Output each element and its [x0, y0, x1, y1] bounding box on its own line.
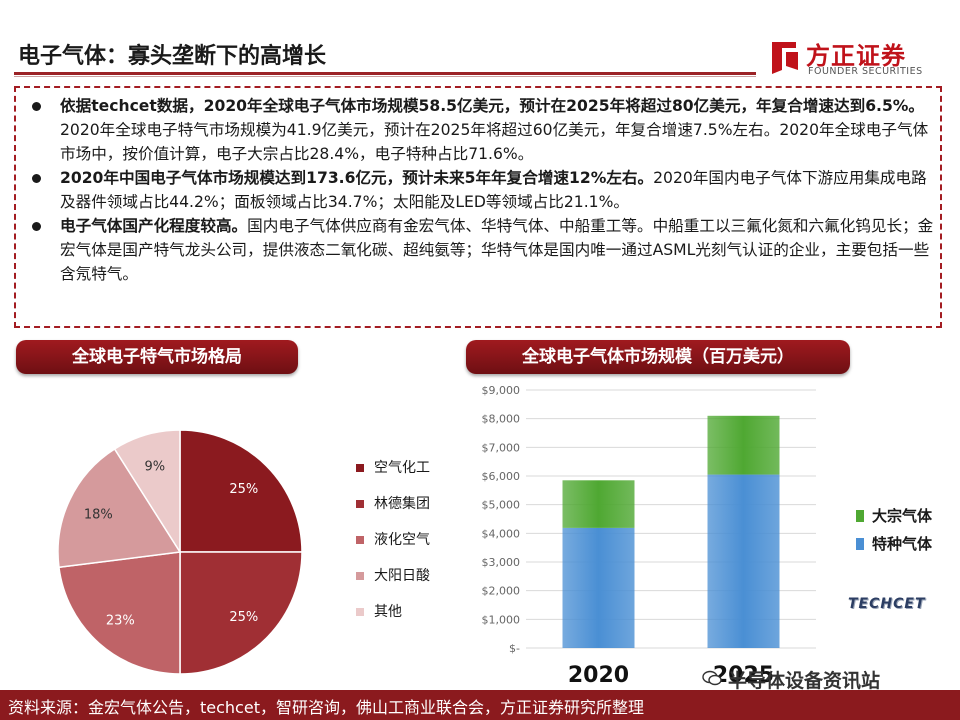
- y-tick-label: $3,000: [482, 556, 521, 569]
- pie-panel-title: 全球电子特气市场格局: [16, 340, 298, 374]
- pie-legend-item: 其他: [356, 602, 430, 638]
- bar-2020-series-2: [562, 480, 635, 528]
- pie-legend-swatch: [356, 608, 364, 616]
- pie-legend-item: 林德集团: [356, 494, 430, 530]
- y-tick-label: $9,000: [482, 384, 521, 397]
- title-divider-shadow: [14, 76, 756, 77]
- pie-legend-label: 林德集团: [374, 496, 430, 512]
- pie-slice-label: 25%: [229, 610, 258, 625]
- pie-legend-label: 大阳日酸: [374, 568, 430, 584]
- pie-legend-item: 液化空气: [356, 530, 430, 566]
- bar-chart: $- $1,000 $2,000 $3,000 $4,000 $5,000 $6,000 $7…: [482, 384, 816, 688]
- bar-panel-title: 全球电子气体市场规模（百万美元）: [466, 340, 850, 374]
- techcet-logo: TECHCET: [848, 596, 926, 612]
- bullet-bold-text: 2020年中国电子气体市场规模达到173.6亿元，预计未来5年年复合增速12%左…: [60, 169, 654, 187]
- pie-legend-swatch: [356, 500, 364, 508]
- bullet-text: 国内电子气体供应商有金宏气体、华特气体、中船重工等。中船重工以三氟化氮和六氟化钨…: [60, 217, 934, 283]
- pie-slice-label: 9%: [145, 459, 166, 474]
- pie-slice-3: [58, 551, 181, 675]
- y-tick-label: $6,000: [482, 470, 521, 483]
- pie-legend-label: 其他: [374, 604, 402, 620]
- pie-slice-2: [179, 551, 303, 675]
- bullet-text: 2020年全球电子特气市场规模为41.9亿美元，预计在2025年将超过60亿美元…: [60, 121, 929, 163]
- bar-legend-label: 大宗气体: [872, 507, 933, 525]
- logo-name-cn: 方正证券: [806, 42, 906, 70]
- bullet-bold-text: 电子气体国产化程度较高。: [60, 217, 248, 235]
- bar-legend-swatch: [856, 510, 864, 522]
- source-bar: [0, 690, 960, 720]
- pie-legend: 空气化工林德集团液化空气大阳日酸其他: [356, 458, 430, 638]
- page-title: 电子气体：寡头垄断下的高增长: [18, 44, 327, 69]
- pie-legend-swatch: [356, 536, 364, 544]
- title-divider: [14, 72, 756, 75]
- brand-logo: 方正证券 FOUNDER SECURITIES: [768, 34, 940, 84]
- summary-bullets: 依据techcet数据，2020年全球电子气体市场规模58.5亿美元，预计在20…: [28, 94, 938, 286]
- bullet-item: 电子气体国产化程度较高。国内电子气体供应商有金宏气体、华特气体、中船重工等。中船…: [28, 214, 938, 286]
- pie-legend-item: 空气化工: [356, 458, 430, 494]
- pie-slice-4: [57, 447, 182, 569]
- bullet-bold-text: 依据techcet数据，2020年全球电子气体市场规模58.5亿美元，预计在20…: [60, 97, 925, 115]
- y-tick-label: $4,000: [482, 527, 521, 540]
- bar-legend: 大宗气体 特种气体: [856, 506, 932, 562]
- bullet-item: 依据techcet数据，2020年全球电子气体市场规模58.5亿美元，预计在20…: [28, 94, 938, 166]
- watermark-text: 半导体设备资讯站: [728, 670, 881, 692]
- bar-legend-swatch: [856, 538, 864, 550]
- summary-box: [14, 86, 942, 328]
- bullet-text: 2020年国内电子气体下游应用集成电路及器件领域占比44.2%；面板领域占比34…: [60, 169, 927, 211]
- x-category-label: 2025: [713, 663, 774, 688]
- pie-slice-label: 25%: [229, 482, 258, 497]
- pie-legend-swatch: [356, 572, 364, 580]
- founder-logo-icon: [772, 42, 798, 74]
- watermark: 半导体设备资讯站: [702, 666, 881, 693]
- bullet-item: 2020年中国电子气体市场规模达到173.6亿元，预计未来5年年复合增速12%左…: [28, 166, 938, 214]
- pie-slice-label: 18%: [84, 508, 113, 523]
- y-tick-label: $2,000: [482, 585, 521, 598]
- pie-legend-swatch: [356, 464, 364, 472]
- pie-slice-1: [179, 429, 303, 553]
- bar-2020-series-1: [562, 527, 635, 648]
- bar-2025-series-2: [707, 415, 780, 475]
- source-text: 资料来源：金宏气体公告，techcet，智研咨询，佛山工商业联合会，方正证券研究…: [8, 698, 644, 717]
- bar-legend-item: 大宗气体: [856, 506, 932, 534]
- pie-slice-label: 23%: [106, 614, 135, 629]
- y-tick-label: $7,000: [482, 441, 521, 454]
- y-tick-label: $5,000: [482, 499, 521, 512]
- y-tick-label: $-: [509, 642, 520, 655]
- pie-chart: 25% 25% 23% 18% 9%: [57, 429, 303, 675]
- logo-name-en: FOUNDER SECURITIES: [808, 66, 923, 77]
- bullet-dot-icon: [32, 102, 41, 111]
- pie-legend-item: 大阳日酸: [356, 566, 430, 602]
- y-tick-label: $1,000: [482, 613, 521, 626]
- wechat-icon: [702, 670, 722, 686]
- y-tick-label: $8,000: [482, 413, 521, 426]
- bar-legend-label: 特种气体: [872, 535, 933, 553]
- bar-legend-item: 特种气体: [856, 534, 932, 562]
- pie-legend-label: 液化空气: [374, 532, 430, 548]
- x-category-label: 2020: [568, 663, 629, 688]
- bullet-dot-icon: [32, 174, 41, 183]
- bar-2025-series-1: [707, 474, 780, 648]
- pie-legend-label: 空气化工: [374, 460, 430, 476]
- bullet-dot-icon: [32, 222, 41, 231]
- pie-slice-5: [113, 429, 181, 555]
